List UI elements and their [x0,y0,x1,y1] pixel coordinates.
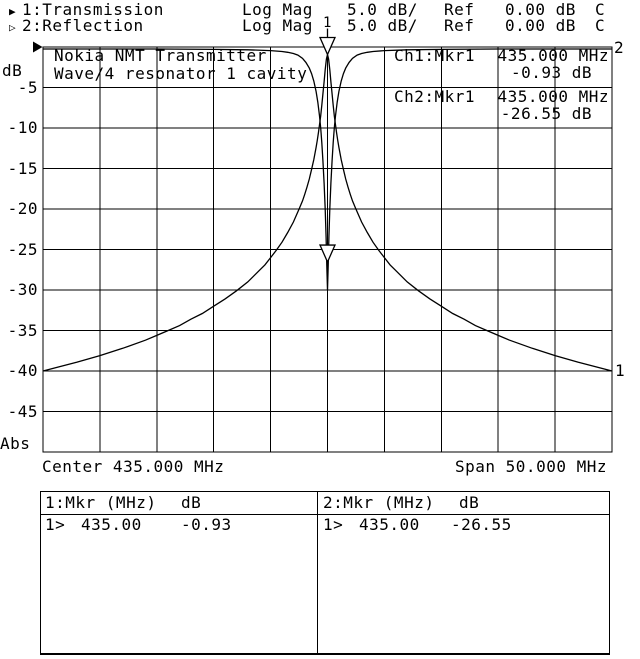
marker-table-header-separator [41,514,609,515]
channel1-format: Log Mag [242,0,313,19]
marker-table-right-row-sel: 1> [323,515,344,534]
channel1-name: 1:Transmission [22,0,164,19]
channel1-ref-label: Ref [444,0,475,19]
y-tick-label: -40 [7,361,38,380]
marker-table-left-unit: dB [181,493,202,512]
y-tick-label: -20 [7,199,38,218]
ch2-marker-freq: 435.000 MHz [497,87,609,106]
measurement-title-line2: Wave/4 resonator 1 cavity [54,64,308,83]
channel2-scale: 5.0 dB/ [347,16,418,35]
trace2-id-label: 2 [614,38,625,57]
y-tick-label: -35 [7,320,38,340]
y-tick-label: -15 [7,158,38,178]
marker-table-right-row-freq: 435.00 [359,515,420,534]
trace1-id-label: 1 [615,361,626,380]
ref-level-indicator [33,41,43,53]
channel1-scale: 5.0 dB/ [347,0,418,19]
y-tick-label: -45 [7,401,38,421]
y-tick-label: -10 [7,118,38,137]
marker-arrow-icon [319,36,336,57]
measurement-title-line1: Nokia NMT Transmitter [54,46,267,65]
marker-table-left-row-freq: 435.00 [81,515,142,534]
ch2-marker-readout-label: Ch2:Mkr1 [394,87,476,106]
channel2-cal-flag: C [595,16,606,35]
marker-table-divider [317,492,318,653]
channel2-ref-label: Ref [444,16,475,35]
channel1-cal-flag: C [595,0,606,19]
y-axis-unit-label: dB [2,61,23,80]
y-tick-label: -30 [7,280,38,299]
trace-reflection [43,48,612,291]
y-axis-mode-label: Abs [0,434,31,453]
marker-table-left-row-value: -0.93 [181,515,232,534]
center-frequency-label: Center 435.000 MHz [42,457,225,476]
marker-arrow-icon [319,244,336,264]
channel1-ref-value: 0.00 dB [505,0,576,19]
channel1-active-icon: ▶ [9,5,17,18]
marker-table-right-unit: dB [459,493,480,512]
y-tick-label: -25 [7,239,38,259]
marker-table-left-row-sel: 1> [45,515,66,534]
ch1-marker-readout-label: Ch1:Mkr1 [394,46,476,65]
channel2-name: 2:Reflection [22,16,144,35]
ch1-marker-freq: 435.000 MHz [497,46,609,65]
y-tick-label: -5 [17,77,38,97]
marker-number-label: 1 [323,15,332,31]
plot-svg: 1 [33,15,613,453]
ch1-marker-value: -0.93 dB [510,63,592,82]
channel2-format: Log Mag [242,16,313,35]
channel2-inactive-icon: ▷ [9,21,17,34]
span-label: Span 50.000 MHz [455,457,607,476]
ch2-marker-value: -26.55 dB [500,104,592,123]
marker-table-right-title: 2:Mkr (MHz) [323,493,435,512]
channel2-ref-value: 0.00 dB [505,16,576,35]
marker-table-right-row-value: -26.55 [451,515,512,534]
marker-table: 1:Mkr (MHz) dB 1> 435.00 -0.93 2:Mkr (MH… [40,491,610,655]
marker-table-left-title: 1:Mkr (MHz) [45,493,157,512]
